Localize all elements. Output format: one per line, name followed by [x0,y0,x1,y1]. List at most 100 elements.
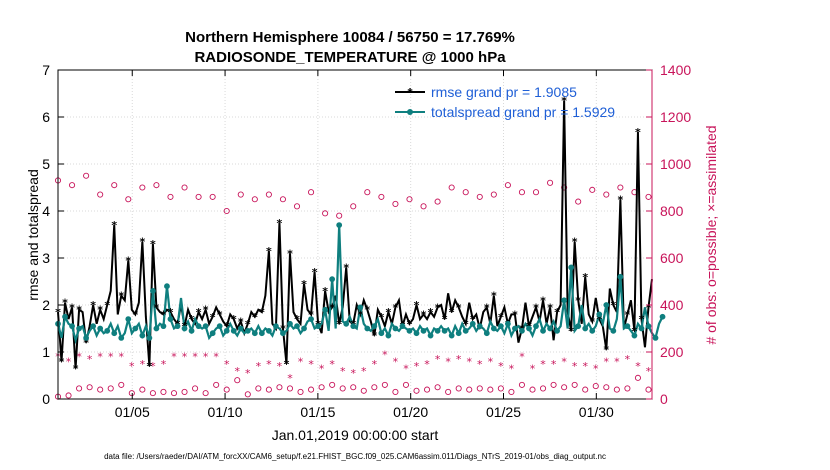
possible-obs-marker [118,381,125,388]
possible-obs-marker [244,391,251,398]
possible-obs-marker [167,193,174,200]
rmse-marker: * [371,330,377,343]
x-tick-label: 01/10 [208,404,243,420]
rmse-marker: * [646,301,652,314]
rmse-marker: * [224,320,230,333]
assimilated-obs-marker: * [540,358,546,371]
rmse-marker: * [203,304,209,317]
totalspread-marker [308,316,314,323]
totalspread-marker [504,320,511,327]
rmse-marker: * [90,299,96,312]
rmse-marker: * [287,247,293,260]
totalspread-marker [315,323,321,330]
possible-obs-marker [532,189,540,196]
totalspread-marker [149,288,156,294]
rmse-marker: * [575,294,581,307]
totalspread-marker [540,327,546,334]
possible-obs-marker [364,189,371,196]
possible-obs-marker [195,193,202,200]
assimilated-obs-marker: * [108,351,114,364]
rmse-marker: * [147,360,153,373]
obs-count-series: * * * * * * ** * * ** * * * *** ** * *** * * ** * ***** * * * * * *… [54,172,652,400]
y2-tick-label: 1000 [660,156,691,172]
possible-obs-marker [251,196,258,203]
totalspread-marker [413,330,420,337]
assimilated-obs-marker: * [625,353,631,366]
possible-obs-marker [139,386,146,393]
rmse-marker: * [118,290,124,303]
rmse-marker: * [259,306,265,319]
rmse-marker: * [589,315,595,328]
totalspread-marker [448,332,455,339]
possible-obs-marker [603,191,610,198]
rmse-marker: * [393,301,399,314]
possible-obs-marker [223,207,230,215]
possible-obs-marker [339,385,346,392]
rmse-marker: * [449,306,455,319]
rmse-marker: * [322,285,328,298]
rmse-marker: * [498,311,504,324]
totalspread-marker [659,313,666,320]
totalspread-marker [455,330,462,337]
assimilated-obs-marker: * [140,358,146,371]
rmse-line [57,100,653,369]
possible-obs-marker [381,381,388,388]
possible-obs-marker [202,390,209,397]
x-tick-label: 01/25 [486,404,521,420]
totalspread-marker [132,325,139,332]
legend-label: totalspread grand pr = 1.5929 [431,104,615,120]
assimilated-obs-marker: * [403,362,409,375]
totalspread-marker [167,316,174,323]
rmse-marker: * [442,313,448,326]
rmse-marker: * [277,217,283,230]
rmse-marker: * [547,301,553,314]
assimilated-obs-marker: * [171,351,177,364]
y-tick-label: 2 [42,297,50,313]
totalspread-marker [153,325,160,332]
possible-obs-marker [153,182,160,189]
rmse-marker: * [238,315,244,328]
assimilated-obs-marker: * [466,355,472,368]
totalspread-marker [638,325,645,332]
possible-obs-marker [518,189,526,196]
assimilated-obs-marker: * [319,362,325,375]
rmse-marker: * [596,313,602,326]
x-axis: 01/05 01/10 01/15 01/20 01/25 01/30 [115,70,614,420]
rmse-marker: * [245,318,251,331]
rmse-marker: * [196,306,202,319]
x-axis-label: Jan.01,2019 00:00:00 start [272,427,439,443]
possible-obs-marker [434,384,441,391]
totalspread-marker [301,325,307,332]
rmse-marker: * [312,266,318,279]
possible-obs-marker [286,385,294,392]
totalspread-marker [322,306,329,313]
rmse-marker: * [617,193,623,206]
assimilated-obs-marker: * [414,360,420,373]
assimilated-obs-marker: * [287,372,293,385]
totalspread-marker [631,332,638,339]
totalspread-marker [610,327,617,334]
assimilated-obs-marker: * [382,348,388,361]
rmse-marker: * [125,254,131,267]
totalspread-marker [575,323,582,330]
totalspread-marker [230,327,237,334]
rmse-marker: * [456,301,462,314]
totalspread-marker [251,330,258,337]
possible-obs-marker [65,392,72,399]
totalspread-marker [258,330,265,337]
possible-obs-marker [645,386,652,393]
possible-obs-marker [308,189,315,196]
rmse-marker: * [62,297,68,310]
assimilated-obs-marker: * [235,365,241,378]
y2-axis-label: # of obs: o=possible; ×=assimilated [703,125,719,344]
possible-obs-marker [575,198,582,205]
y-tick-label: 4 [42,203,50,219]
rmse-marker: * [284,358,290,371]
possible-obs-marker [371,384,378,391]
rmse-marker: * [540,294,546,307]
totalspread-marker [554,327,561,334]
possible-obs-marker [209,193,216,200]
assimilated-obs-marker: * [182,351,188,364]
rmse-marker: * [632,325,638,338]
